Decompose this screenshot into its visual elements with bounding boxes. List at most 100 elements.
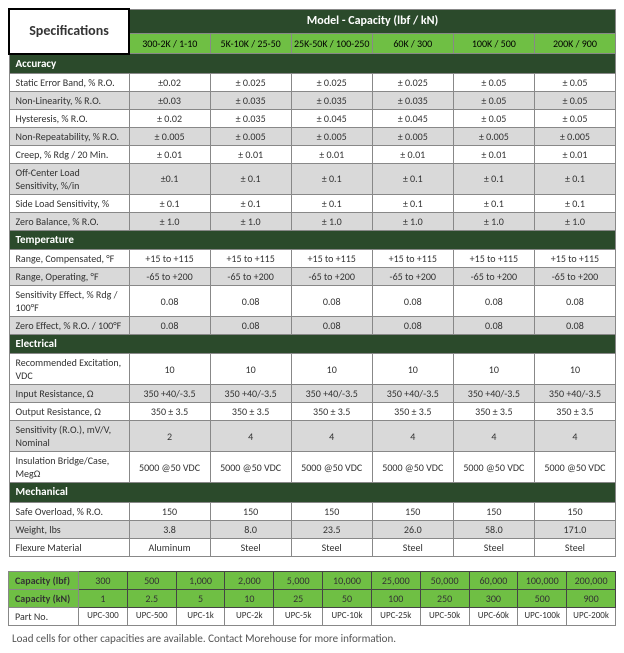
data-cell: 4 — [453, 421, 534, 452]
data-cell: 23.5 — [291, 520, 372, 538]
data-cell: 5000 @50 VDC — [210, 452, 291, 483]
data-cell: ± 0.025 — [210, 73, 291, 91]
data-cell: ±0.03 — [129, 91, 210, 109]
t2-cell: 25,000 — [371, 571, 420, 589]
row-label: Sensitivity (R.O.), mV/V, Nominal — [9, 421, 129, 452]
data-cell: 5000 @50 VDC — [534, 452, 615, 483]
data-cell: 4 — [372, 421, 453, 452]
data-cell: ± 0.025 — [291, 73, 372, 91]
t2-cell: 10 — [225, 589, 274, 607]
data-cell: 150 — [210, 502, 291, 520]
row-label: Non-Repeatability, % R.O. — [9, 127, 129, 145]
spec-title: Specifications — [9, 9, 129, 54]
data-cell: +15 to +115 — [453, 250, 534, 268]
t2-cell: 60,000 — [469, 571, 518, 589]
data-cell: 10 — [372, 354, 453, 385]
data-cell: ± 0.025 — [372, 73, 453, 91]
t2-cell: 500 — [518, 589, 567, 607]
row-label: Creep, % Rdg / 20 Min. — [9, 145, 129, 163]
data-cell: ± 0.005 — [210, 127, 291, 145]
data-cell: ± 0.1 — [372, 194, 453, 212]
data-cell: ± 0.035 — [372, 91, 453, 109]
section-header: Electrical — [9, 335, 616, 354]
data-cell: +15 to +115 — [291, 250, 372, 268]
data-cell: ± 0.01 — [210, 145, 291, 163]
row-label: Insulation Bridge/Case, MegΩ — [9, 452, 129, 483]
data-cell: ± 0.035 — [291, 91, 372, 109]
data-cell: 10 — [210, 354, 291, 385]
t2-cell: 900 — [567, 589, 616, 607]
row-label: Off-Center Load Sensitivity, %/in — [9, 163, 129, 194]
data-cell: +15 to +115 — [372, 250, 453, 268]
data-cell: ± 0.01 — [291, 145, 372, 163]
t2-cell: 50 — [323, 589, 372, 607]
data-cell: ± 0.1 — [453, 194, 534, 212]
data-cell: ± 0.005 — [291, 127, 372, 145]
data-cell: ± 1.0 — [291, 212, 372, 230]
t2-cell: 1,000 — [176, 571, 225, 589]
row-label: Static Error Band, % R.O. — [9, 73, 129, 91]
row-label: Safe Overload, % R.O. — [9, 502, 129, 520]
data-cell: 0.08 — [534, 286, 615, 317]
data-cell: ± 0.01 — [129, 145, 210, 163]
data-cell: ± 0.05 — [534, 109, 615, 127]
t2-cell: UPC-1k — [176, 607, 225, 625]
data-cell: 0.08 — [372, 317, 453, 335]
data-cell: 0.08 — [291, 317, 372, 335]
data-cell: ± 0.1 — [453, 163, 534, 194]
row-label: Sensitivity Effect, % Rdg / 100°F — [9, 286, 129, 317]
row-label: Range, Operating, °F — [9, 268, 129, 286]
column-header: 100K / 500 — [453, 34, 534, 54]
data-cell: Steel — [453, 538, 534, 556]
t2-row-label: Capacity (kN) — [9, 589, 79, 607]
data-cell: 0.08 — [210, 286, 291, 317]
t2-cell: 50,000 — [420, 571, 469, 589]
data-cell: ± 0.05 — [453, 91, 534, 109]
t2-cell: UPC-300 — [79, 607, 128, 625]
data-cell: -65 to +200 — [372, 268, 453, 286]
data-cell: ± 0.05 — [453, 73, 534, 91]
data-cell: 26.0 — [372, 520, 453, 538]
row-label: Side Load Sensitivity, % — [9, 194, 129, 212]
data-cell: 10 — [453, 354, 534, 385]
capacity-table: Capacity (lbf)3005001,0002,0005,00010,00… — [8, 571, 616, 626]
data-cell: Aluminum — [129, 538, 210, 556]
data-cell: 0.08 — [453, 317, 534, 335]
t2-cell: UPC-5k — [274, 607, 323, 625]
data-cell: 350 ± 3.5 — [534, 403, 615, 421]
row-label: Output Resistance, Ω — [9, 403, 129, 421]
data-cell: 10 — [129, 354, 210, 385]
data-cell: Steel — [372, 538, 453, 556]
data-cell: ± 0.1 — [291, 194, 372, 212]
data-cell: 150 — [534, 502, 615, 520]
data-cell: ± 0.01 — [453, 145, 534, 163]
t2-cell: 100 — [371, 589, 420, 607]
data-cell: -65 to +200 — [129, 268, 210, 286]
data-cell: 5000 @50 VDC — [291, 452, 372, 483]
column-header: 5K-10K / 25-50 — [210, 34, 291, 54]
t2-cell: 10,000 — [323, 571, 372, 589]
t2-cell: UPC-10k — [323, 607, 372, 625]
data-cell: ± 0.1 — [372, 163, 453, 194]
data-cell: 0.08 — [129, 286, 210, 317]
data-cell: 2 — [129, 421, 210, 452]
data-cell: 0.08 — [372, 286, 453, 317]
data-cell: 150 — [291, 502, 372, 520]
t2-cell: 200,000 — [567, 571, 616, 589]
data-cell: ± 0.01 — [534, 145, 615, 163]
data-cell: 0.08 — [453, 286, 534, 317]
t2-cell: 5 — [176, 589, 225, 607]
row-label: Non-Linearity, % R.O. — [9, 91, 129, 109]
data-cell: ± 1.0 — [453, 212, 534, 230]
column-header: 25K-50K / 100-250 — [291, 34, 372, 54]
data-cell: 0.08 — [210, 317, 291, 335]
data-cell: 350 ± 3.5 — [453, 403, 534, 421]
row-label: Input Resistance, Ω — [9, 385, 129, 403]
t2-cell: 5,000 — [274, 571, 323, 589]
row-label: Flexure Material — [9, 538, 129, 556]
t2-cell: 500 — [127, 571, 176, 589]
data-cell: -65 to +200 — [210, 268, 291, 286]
data-cell: ± 0.045 — [372, 109, 453, 127]
t2-cell: 2,000 — [225, 571, 274, 589]
row-label: Zero Balance, % R.O. — [9, 212, 129, 230]
